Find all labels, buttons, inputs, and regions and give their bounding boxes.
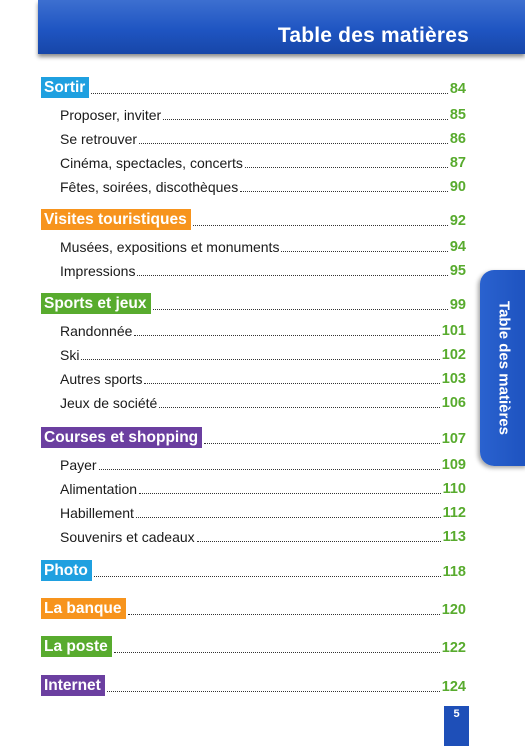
toc-entry-row[interactable]: Fêtes, soirées, discothèques 90 bbox=[60, 174, 466, 196]
toc-page-number: 120 bbox=[441, 602, 466, 618]
toc-entry-row[interactable]: Habillement 112 bbox=[60, 500, 466, 522]
toc-section-title: Sortir bbox=[41, 77, 90, 98]
dot-leader bbox=[137, 274, 448, 276]
toc-section-row[interactable]: La banque 120 bbox=[41, 597, 466, 619]
toc-page-number: 118 bbox=[442, 564, 466, 580]
toc-entry-label: Alimentation bbox=[60, 481, 138, 497]
toc-entry-label: Fêtes, soirées, discothèques bbox=[60, 179, 239, 195]
toc-entry-row[interactable]: Musées, expositions et monuments 94 bbox=[60, 234, 466, 256]
dot-leader bbox=[135, 516, 441, 518]
toc-page-number: 124 bbox=[441, 679, 466, 695]
toc-section-title: Internet bbox=[41, 675, 105, 696]
toc-entry-row[interactable]: Impressions 95 bbox=[60, 258, 466, 280]
toc-entry-row[interactable]: Proposer, inviter 85 bbox=[60, 102, 466, 124]
toc-entry-row[interactable]: Souvenirs et cadeaux 113 bbox=[60, 524, 466, 546]
toc-entry-label: Musées, expositions et monuments bbox=[60, 239, 280, 255]
toc-entry-row[interactable]: Ski 102 bbox=[60, 342, 466, 364]
dot-leader bbox=[192, 224, 448, 226]
dot-leader bbox=[139, 142, 448, 144]
toc-entry-row[interactable]: Alimentation 110 bbox=[60, 476, 466, 498]
toc-entry-label: Payer bbox=[60, 457, 97, 473]
toc-entry-row[interactable]: Jeux de société 106 bbox=[60, 390, 466, 412]
toc-section-row[interactable]: Sports et jeux 99 bbox=[41, 292, 466, 314]
toc-section-row[interactable]: Sortir 84 bbox=[41, 76, 466, 98]
toc-page-number: 103 bbox=[441, 371, 466, 387]
dot-leader bbox=[281, 250, 448, 252]
toc-page-number: 106 bbox=[441, 395, 466, 411]
toc-page-number: 122 bbox=[441, 640, 466, 656]
toc-page-number: 110 bbox=[442, 481, 466, 497]
toc-section-title: Courses et shopping bbox=[41, 427, 203, 448]
toc-page-number: 87 bbox=[449, 155, 466, 171]
dot-leader bbox=[113, 651, 440, 653]
toc-page-number: 95 bbox=[449, 263, 466, 279]
toc-page-number: 113 bbox=[442, 529, 466, 545]
side-tab[interactable]: Table des matières bbox=[480, 270, 525, 466]
dot-leader bbox=[244, 166, 448, 168]
toc-entry-row[interactable]: Cinéma, spectacles, concerts 87 bbox=[60, 150, 466, 172]
header-bar: Table des matières bbox=[38, 0, 525, 54]
toc-entry-label: Ski bbox=[60, 347, 80, 363]
dot-leader bbox=[91, 92, 448, 94]
toc-section-title: Sports et jeux bbox=[41, 293, 151, 314]
toc-entry-row[interactable]: Randonnée 101 bbox=[60, 318, 466, 340]
dot-leader bbox=[127, 613, 440, 615]
toc-section-row[interactable]: Courses et shopping 107 bbox=[41, 426, 466, 448]
toc-entry-label: Habillement bbox=[60, 505, 134, 521]
toc-entry-row[interactable]: Autres sports 103 bbox=[60, 366, 466, 388]
dot-leader bbox=[81, 358, 440, 360]
toc-page-number: 102 bbox=[441, 347, 466, 363]
toc-page-number: 107 bbox=[441, 431, 466, 447]
toc-section-row[interactable]: Photo 118 bbox=[41, 559, 466, 581]
toc-entry-label: Impressions bbox=[60, 263, 136, 279]
toc-entry-label: Souvenirs et cadeaux bbox=[60, 529, 195, 545]
dot-leader bbox=[139, 492, 441, 494]
toc-section-row[interactable]: La poste 122 bbox=[41, 635, 466, 657]
toc-entry-label: Se retrouver bbox=[60, 131, 138, 147]
dot-leader bbox=[204, 442, 440, 444]
toc-entry-label: Autres sports bbox=[60, 371, 143, 387]
dot-leader bbox=[144, 382, 440, 384]
toc-page-number: 112 bbox=[442, 505, 466, 521]
dot-leader bbox=[106, 690, 440, 692]
toc-page-number: 94 bbox=[449, 239, 466, 255]
toc-entry-label: Jeux de société bbox=[60, 395, 158, 411]
dot-leader bbox=[134, 334, 440, 336]
toc-entry-row[interactable]: Payer 109 bbox=[60, 452, 466, 474]
toc-section-title: La banque bbox=[41, 598, 126, 619]
toc-page-number: 99 bbox=[449, 297, 466, 313]
toc-section-title: Visites touristiques bbox=[41, 209, 191, 230]
dot-leader bbox=[98, 468, 440, 470]
toc-section-row[interactable]: Visites touristiques 92 bbox=[41, 208, 466, 230]
toc-page-number: 109 bbox=[441, 457, 466, 473]
toc-page-number: 85 bbox=[449, 107, 466, 123]
dot-leader bbox=[152, 308, 448, 310]
toc-entry-label: Randonnée bbox=[60, 323, 133, 339]
dot-leader bbox=[163, 118, 448, 120]
toc-entry-label: Proposer, inviter bbox=[60, 107, 162, 123]
toc-page-number: 86 bbox=[449, 131, 466, 147]
toc-section-title: La poste bbox=[41, 636, 112, 657]
page-number-box: 5 bbox=[444, 706, 469, 746]
toc-page-number: 84 bbox=[449, 81, 466, 97]
dot-leader bbox=[196, 540, 441, 542]
toc-page-number: 92 bbox=[449, 213, 466, 229]
page-title: Table des matières bbox=[277, 24, 469, 47]
toc-page-number: 101 bbox=[441, 323, 466, 339]
toc-section-row[interactable]: Internet 124 bbox=[41, 674, 466, 696]
dot-leader bbox=[159, 406, 440, 408]
toc-entry-row[interactable]: Se retrouver 86 bbox=[60, 126, 466, 148]
toc-section-title: Photo bbox=[41, 560, 92, 581]
dot-leader bbox=[240, 190, 448, 192]
toc-page-number: 90 bbox=[449, 179, 466, 195]
dot-leader bbox=[93, 575, 441, 577]
toc-entry-label: Cinéma, spectacles, concerts bbox=[60, 155, 243, 171]
page-number: 5 bbox=[453, 708, 460, 720]
